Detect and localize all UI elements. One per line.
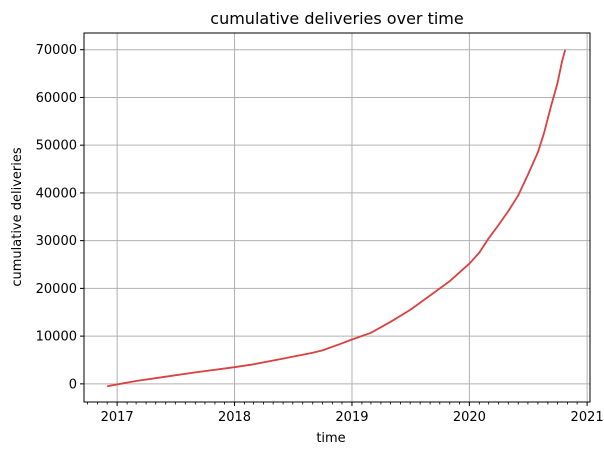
y-tick-label: 50000: [36, 139, 77, 154]
x-tick-label: 2017: [101, 410, 134, 425]
x-tick-label: 2021: [571, 410, 604, 425]
y-tick-label: 20000: [36, 282, 77, 297]
axes: [83, 32, 591, 403]
x-tick-label: 2018: [218, 410, 251, 425]
x-axis-label: time: [316, 431, 345, 446]
plot-area: [84, 33, 590, 402]
y-tick-label: 0: [69, 377, 77, 392]
plot-frame: [83, 32, 591, 403]
x-tick-label: 2019: [335, 410, 368, 425]
y-axis-label: cumulative deliveries: [10, 147, 25, 287]
x-tick-label: 2020: [453, 410, 486, 425]
chart-title: cumulative deliveries over time: [210, 9, 463, 28]
ticks: 2017 2018 2019 2020 2021 0 10000 20000 30000 4000…: [36, 43, 604, 425]
y-tick-label: 40000: [36, 186, 77, 201]
y-tick-label: 60000: [36, 91, 77, 106]
y-tick-label: 70000: [36, 43, 77, 58]
y-tick-label: 10000: [36, 330, 77, 345]
series-layer: [107, 49, 567, 388]
y-tick-label: 30000: [36, 234, 77, 249]
grid: [84, 33, 590, 402]
series-line: [107, 49, 567, 388]
